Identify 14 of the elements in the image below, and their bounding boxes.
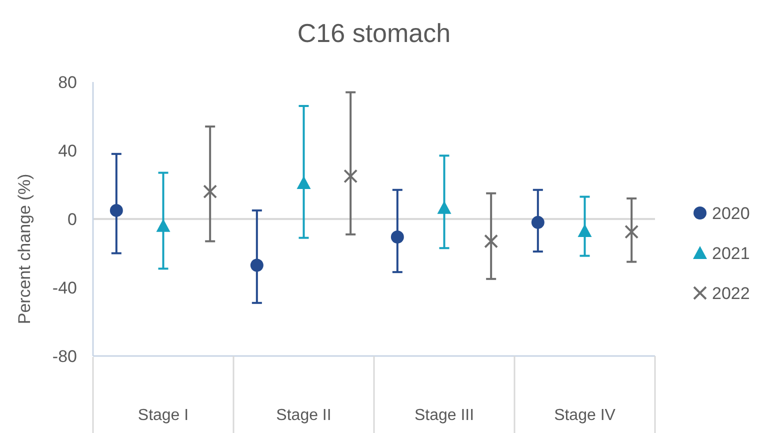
legend-label: 2021 xyxy=(712,244,750,263)
y-tick-label: 80 xyxy=(58,72,77,92)
chart-title: C16 stomach xyxy=(297,18,451,48)
x-tick-label: Stage III xyxy=(414,407,474,424)
y-tick-label: 40 xyxy=(58,141,77,160)
x-tick-label: Stage II xyxy=(276,407,332,424)
y-tick-label: -80 xyxy=(52,346,77,366)
y-tick-label: -40 xyxy=(52,278,77,298)
y-axis-title: Percent change (%) xyxy=(15,174,34,324)
x-tick-label: Stage IV xyxy=(554,407,616,424)
y-tick-label: 0 xyxy=(68,210,77,229)
legend-label: 2020 xyxy=(712,204,750,223)
x-tick-label: Stage I xyxy=(138,407,189,424)
legend-label: 2022 xyxy=(712,284,750,303)
